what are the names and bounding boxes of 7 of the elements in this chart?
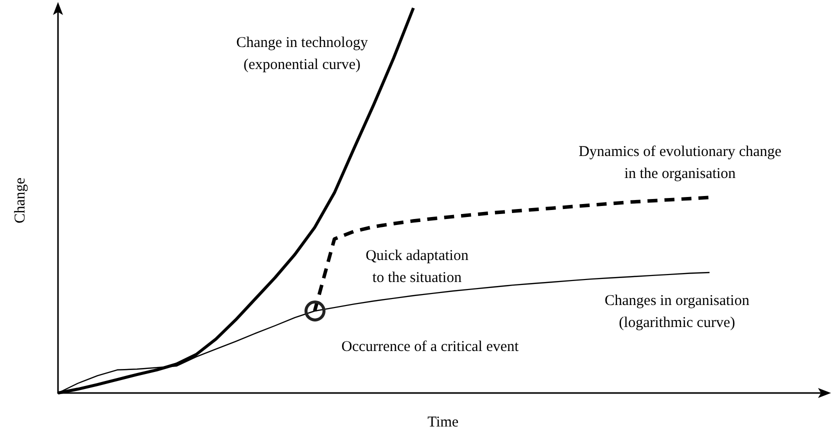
annotation: Changes in organisation (logarithmic curve) <box>604 293 750 331</box>
annotation: Occurrence of a critical event <box>341 339 520 355</box>
annotation: Quick adaptation to the situation <box>366 248 469 286</box>
y-axis-title: Change <box>12 177 28 224</box>
annotation: Dynamics of evolutionary change in the organisation <box>578 144 782 182</box>
x-axis-title: Time <box>427 414 459 430</box>
annotation: Change in technology (exponential curve) <box>236 35 368 73</box>
